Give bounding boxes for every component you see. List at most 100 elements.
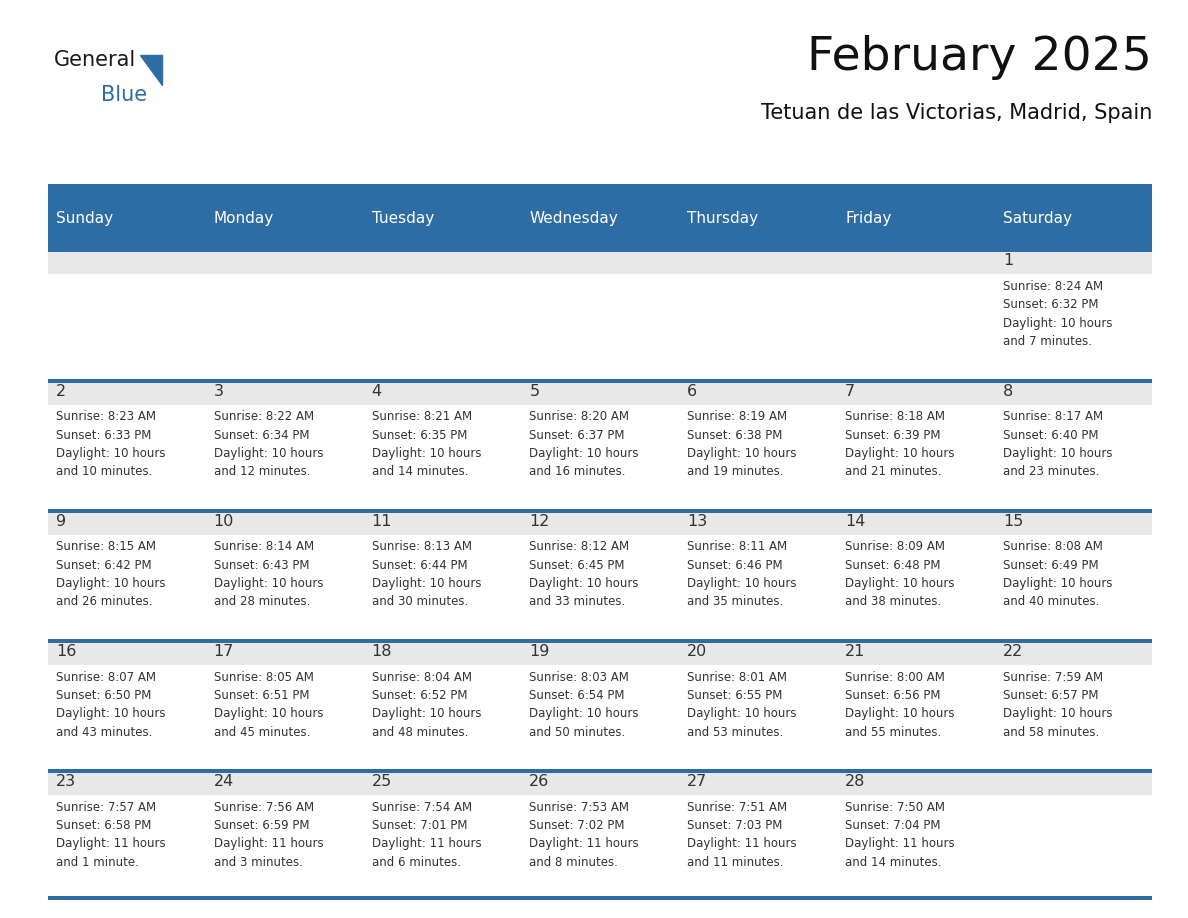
Text: Sunrise: 7:56 AM: Sunrise: 7:56 AM (214, 800, 314, 813)
Bar (206, 405, 364, 509)
Text: 16: 16 (56, 644, 76, 659)
Bar (994, 535, 1152, 639)
Bar (522, 535, 678, 639)
Bar (206, 639, 364, 665)
Bar (48, 769, 206, 795)
Text: Daylight: 10 hours: Daylight: 10 hours (1003, 317, 1112, 330)
Bar (678, 405, 836, 509)
Text: Sunrise: 8:04 AM: Sunrise: 8:04 AM (372, 670, 472, 684)
Text: and 45 minutes.: and 45 minutes. (214, 725, 310, 739)
Text: 4: 4 (372, 384, 381, 398)
Bar (836, 189, 994, 249)
Text: Sunrise: 8:24 AM: Sunrise: 8:24 AM (1003, 280, 1102, 293)
Text: Saturday: Saturday (1003, 211, 1072, 227)
Bar (206, 665, 364, 769)
Text: and 48 minutes.: and 48 minutes. (372, 725, 468, 739)
Bar (48, 896, 1152, 900)
Bar (364, 769, 522, 795)
Text: and 8 minutes.: and 8 minutes. (530, 856, 618, 868)
Text: Daylight: 11 hours: Daylight: 11 hours (845, 837, 955, 850)
Text: and 14 minutes.: and 14 minutes. (845, 856, 942, 868)
Text: General: General (53, 50, 135, 71)
Bar (836, 509, 994, 535)
Text: Daylight: 10 hours: Daylight: 10 hours (530, 447, 639, 460)
Bar (678, 189, 836, 249)
Text: 22: 22 (1003, 644, 1023, 659)
Text: and 10 minutes.: and 10 minutes. (56, 465, 152, 478)
Text: Daylight: 10 hours: Daylight: 10 hours (372, 447, 481, 460)
Text: Daylight: 10 hours: Daylight: 10 hours (845, 707, 954, 721)
Bar (522, 795, 678, 900)
Text: 17: 17 (214, 644, 234, 659)
Text: Sunset: 7:03 PM: Sunset: 7:03 PM (687, 819, 783, 832)
Text: Sunset: 6:54 PM: Sunset: 6:54 PM (530, 688, 625, 702)
Text: Sunrise: 8:13 AM: Sunrise: 8:13 AM (372, 541, 472, 554)
Text: February 2025: February 2025 (808, 35, 1152, 80)
Bar (48, 405, 206, 509)
Bar (836, 665, 994, 769)
Text: Sunset: 6:45 PM: Sunset: 6:45 PM (530, 559, 625, 572)
Text: Daylight: 10 hours: Daylight: 10 hours (530, 707, 639, 721)
Bar (678, 379, 836, 405)
Bar (836, 274, 994, 379)
Text: and 16 minutes.: and 16 minutes. (530, 465, 626, 478)
Text: and 7 minutes.: and 7 minutes. (1003, 335, 1092, 348)
Text: 11: 11 (372, 514, 392, 529)
Bar (48, 379, 206, 405)
Text: Monday: Monday (214, 211, 274, 227)
Text: Daylight: 10 hours: Daylight: 10 hours (372, 577, 481, 590)
Text: Sunset: 6:42 PM: Sunset: 6:42 PM (56, 559, 151, 572)
Bar (522, 189, 678, 249)
Bar (522, 274, 678, 379)
Bar (48, 795, 206, 900)
Bar (678, 249, 836, 274)
Bar (994, 249, 1152, 274)
Bar (364, 665, 522, 769)
Bar (48, 639, 1152, 643)
Text: Daylight: 10 hours: Daylight: 10 hours (1003, 577, 1112, 590)
Text: Daylight: 10 hours: Daylight: 10 hours (530, 577, 639, 590)
Text: and 11 minutes.: and 11 minutes. (687, 856, 784, 868)
Bar (48, 274, 206, 379)
Bar (994, 509, 1152, 535)
Bar (364, 249, 522, 274)
Text: and 19 minutes.: and 19 minutes. (687, 465, 784, 478)
Bar (678, 665, 836, 769)
Text: Sunset: 6:57 PM: Sunset: 6:57 PM (1003, 688, 1099, 702)
Text: Sunset: 6:52 PM: Sunset: 6:52 PM (372, 688, 467, 702)
Text: Sunrise: 8:00 AM: Sunrise: 8:00 AM (845, 670, 944, 684)
Bar (364, 189, 522, 249)
Text: 28: 28 (845, 774, 865, 789)
Text: Sunrise: 8:03 AM: Sunrise: 8:03 AM (530, 670, 630, 684)
Text: and 26 minutes.: and 26 minutes. (56, 596, 152, 609)
Text: 13: 13 (687, 514, 707, 529)
Bar (994, 189, 1152, 249)
Text: Sunrise: 8:08 AM: Sunrise: 8:08 AM (1003, 541, 1102, 554)
Text: 14: 14 (845, 514, 865, 529)
Bar (522, 249, 678, 274)
Text: Sunrise: 8:17 AM: Sunrise: 8:17 AM (1003, 410, 1102, 423)
Text: Sunrise: 8:12 AM: Sunrise: 8:12 AM (530, 541, 630, 554)
Bar (48, 379, 1152, 383)
Bar (206, 535, 364, 639)
Bar (678, 535, 836, 639)
Text: Wednesday: Wednesday (530, 211, 618, 227)
Bar (836, 405, 994, 509)
Bar (678, 509, 836, 535)
Text: Sunrise: 8:20 AM: Sunrise: 8:20 AM (530, 410, 630, 423)
Text: Sunset: 6:46 PM: Sunset: 6:46 PM (687, 559, 783, 572)
Text: and 35 minutes.: and 35 minutes. (687, 596, 783, 609)
Text: Sunset: 6:32 PM: Sunset: 6:32 PM (1003, 298, 1099, 311)
Text: Sunset: 6:59 PM: Sunset: 6:59 PM (214, 819, 309, 832)
Text: Daylight: 10 hours: Daylight: 10 hours (56, 577, 165, 590)
Bar (206, 769, 364, 795)
Text: Sunset: 7:04 PM: Sunset: 7:04 PM (845, 819, 941, 832)
Bar (206, 509, 364, 535)
Text: and 50 minutes.: and 50 minutes. (530, 725, 626, 739)
Text: 26: 26 (530, 774, 550, 789)
Text: Sunrise: 7:50 AM: Sunrise: 7:50 AM (845, 800, 944, 813)
Bar (48, 509, 206, 535)
Text: 7: 7 (845, 384, 855, 398)
Text: and 40 minutes.: and 40 minutes. (1003, 596, 1099, 609)
Bar (48, 639, 206, 665)
